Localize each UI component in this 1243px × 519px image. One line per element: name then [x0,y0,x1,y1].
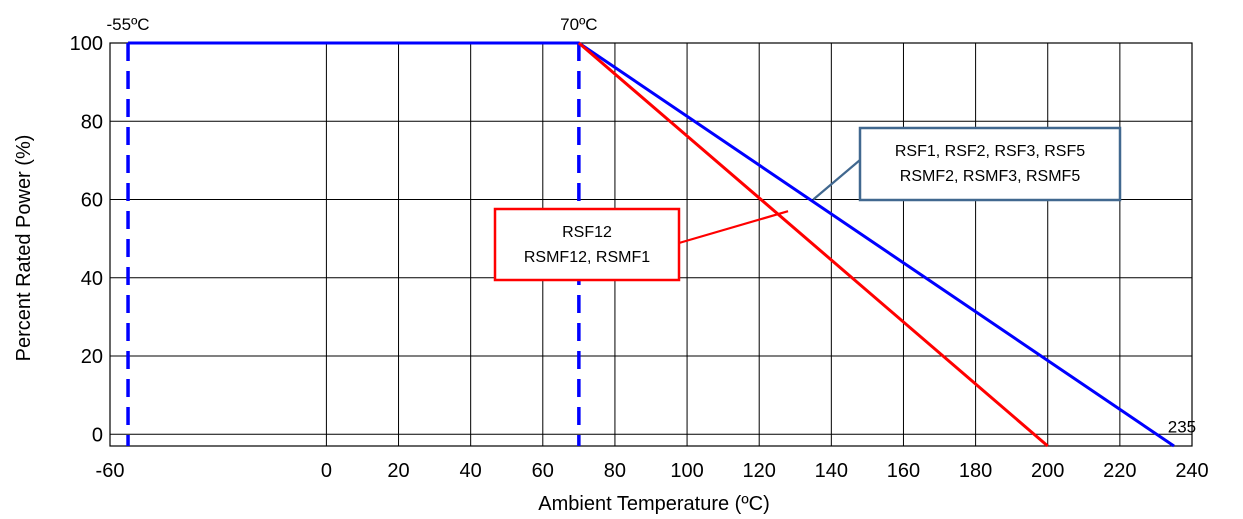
reference-label: 70ºC [560,15,597,34]
x-tick-label: 180 [959,460,992,482]
x-tick-labels: -60 0 20 40 60 80 100 120 140 160 180 200 220 240 [96,460,1209,482]
annotations: -55ºC 70ºC 235 [107,15,1197,436]
reference-label: -55ºC [107,15,150,34]
callout-leader [812,159,861,201]
callouts: RSF1, RSF2, RSF3, RSF5 RSMF2, RSMF3, RSMF… [493,126,1122,282]
y-tick-label: 60 [81,190,103,212]
x-tick-label: -60 [96,460,125,482]
series-lines [128,41,1175,448]
x-tick-label: 20 [387,460,409,482]
callout-text: RSF1, RSF2, RSF3, RSF5 [895,143,1085,160]
x-tick-label: 100 [670,460,703,482]
callout-box [493,207,681,282]
x-tick-label: 160 [887,460,920,482]
x-axis-title: Ambient Temperature (ºC) [538,493,769,515]
y-tick-label: 80 [81,111,103,133]
y-tick-label: 40 [81,268,103,290]
callout-box [858,126,1122,202]
y-tick-labels: 0 20 40 60 80 100 [70,33,103,446]
callout-leader [678,210,789,245]
x-tick-label: 140 [815,460,848,482]
series-line [577,41,1049,448]
callout-text: RSMF12, RSMF1 [524,249,650,266]
y-axis-title: Percent Rated Power (%) [13,135,35,362]
x-tick-label: 120 [743,460,776,482]
x-tick-label: 40 [460,460,482,482]
x-tick-label: 200 [1031,460,1064,482]
x-tick-label: 0 [321,460,332,482]
y-tick-label: 0 [92,424,103,446]
callout-text: RSMF2, RSMF3, RSMF5 [900,168,1081,185]
x-tick-label: 240 [1175,460,1208,482]
end-value-label: 235 [1168,417,1196,436]
x-tick-label: 220 [1103,460,1136,482]
plot-frame [109,42,1193,447]
y-tick-label: 20 [81,346,103,368]
x-tick-label: 80 [604,460,626,482]
x-tick-label: 60 [532,460,554,482]
y-tick-label: 100 [70,33,103,55]
callout-text: RSF12 [562,224,612,241]
